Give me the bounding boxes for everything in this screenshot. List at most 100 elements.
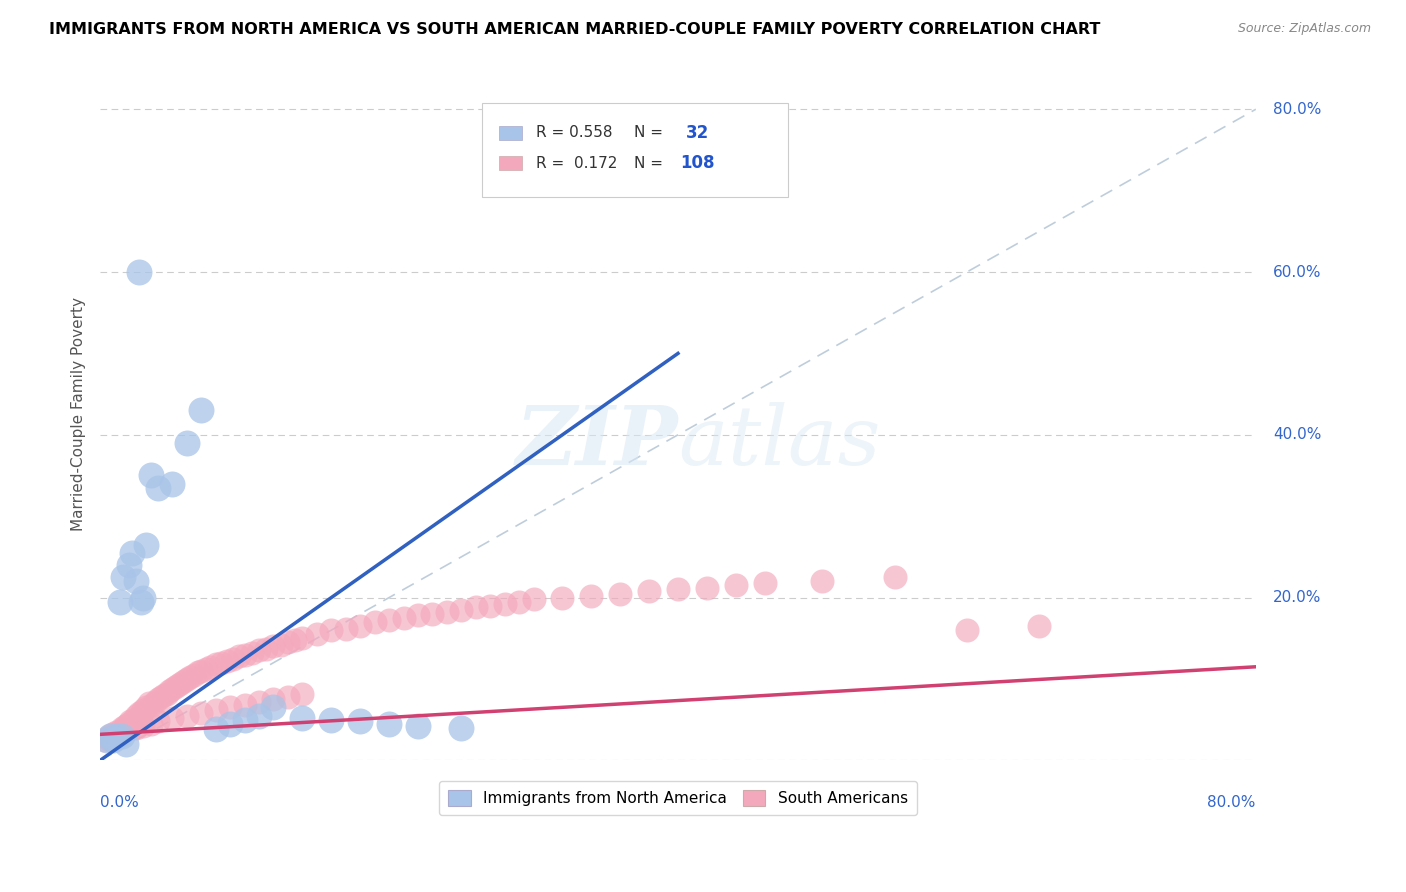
Point bbox=[135, 700, 157, 714]
Point bbox=[98, 729, 121, 743]
Point bbox=[128, 265, 150, 279]
Point bbox=[233, 648, 256, 662]
Point bbox=[117, 716, 139, 731]
Point bbox=[240, 646, 263, 660]
Point bbox=[176, 672, 198, 686]
Point bbox=[1028, 619, 1050, 633]
Point bbox=[107, 727, 129, 741]
Text: R = 0.558: R = 0.558 bbox=[536, 126, 613, 140]
Point bbox=[247, 708, 270, 723]
Point bbox=[494, 597, 516, 611]
Text: Source: ZipAtlas.com: Source: ZipAtlas.com bbox=[1237, 22, 1371, 36]
Point bbox=[450, 603, 472, 617]
Point bbox=[187, 665, 209, 680]
Point bbox=[149, 690, 172, 704]
Point bbox=[349, 714, 371, 729]
Point bbox=[107, 727, 129, 741]
Text: 40.0%: 40.0% bbox=[1274, 427, 1322, 442]
Point bbox=[143, 695, 166, 709]
Point bbox=[173, 673, 195, 688]
Point bbox=[162, 681, 184, 696]
Text: IMMIGRANTS FROM NORTH AMERICA VS SOUTH AMERICAN MARRIED-COUPLE FAMILY POVERTY CO: IMMIGRANTS FROM NORTH AMERICA VS SOUTH A… bbox=[49, 22, 1101, 37]
Point bbox=[146, 714, 169, 729]
Point bbox=[194, 662, 217, 676]
Point bbox=[101, 733, 124, 747]
Point bbox=[436, 605, 458, 619]
Point bbox=[122, 713, 145, 727]
Point bbox=[132, 719, 155, 733]
Point bbox=[165, 680, 187, 694]
Point bbox=[121, 546, 143, 560]
Point bbox=[96, 731, 118, 745]
Point bbox=[638, 584, 661, 599]
Point bbox=[129, 595, 152, 609]
Point bbox=[508, 595, 530, 609]
Point bbox=[101, 731, 124, 745]
Point bbox=[609, 586, 631, 600]
Point bbox=[883, 570, 905, 584]
Point bbox=[176, 436, 198, 450]
Point bbox=[247, 643, 270, 657]
Point bbox=[247, 695, 270, 709]
Point bbox=[321, 623, 343, 637]
Text: 80.0%: 80.0% bbox=[1208, 795, 1256, 810]
Point bbox=[139, 716, 162, 731]
Y-axis label: Married-Couple Family Poverty: Married-Couple Family Poverty bbox=[72, 297, 86, 532]
Point bbox=[204, 723, 226, 737]
Point bbox=[128, 706, 150, 721]
Point bbox=[263, 692, 285, 706]
Point bbox=[132, 591, 155, 605]
Point bbox=[152, 688, 174, 702]
Point bbox=[170, 676, 193, 690]
Text: 0.0%: 0.0% bbox=[100, 795, 139, 810]
Point bbox=[155, 687, 177, 701]
Text: 32: 32 bbox=[686, 124, 710, 142]
Point bbox=[270, 638, 292, 652]
Point bbox=[100, 731, 122, 745]
Text: ZIP: ZIP bbox=[516, 402, 678, 483]
Point bbox=[479, 599, 502, 613]
Point bbox=[811, 574, 834, 589]
Point bbox=[183, 668, 205, 682]
Point bbox=[125, 574, 148, 589]
Point bbox=[112, 725, 135, 739]
FancyBboxPatch shape bbox=[499, 156, 522, 170]
Point bbox=[176, 708, 198, 723]
Point bbox=[581, 589, 603, 603]
Point bbox=[291, 711, 314, 725]
Point bbox=[204, 657, 226, 672]
Point bbox=[159, 684, 181, 698]
Point bbox=[198, 660, 221, 674]
Point bbox=[120, 714, 142, 729]
Point bbox=[139, 468, 162, 483]
Point bbox=[190, 706, 212, 721]
Point bbox=[107, 729, 129, 743]
Point bbox=[291, 632, 314, 646]
Point bbox=[406, 608, 429, 623]
Point bbox=[277, 690, 299, 704]
Text: 108: 108 bbox=[681, 154, 714, 172]
Point bbox=[96, 733, 118, 747]
Point bbox=[233, 713, 256, 727]
Point bbox=[378, 613, 401, 627]
Point bbox=[335, 622, 357, 636]
FancyBboxPatch shape bbox=[481, 103, 787, 196]
Point bbox=[162, 711, 184, 725]
Point bbox=[132, 703, 155, 717]
Point bbox=[167, 678, 190, 692]
Point bbox=[118, 723, 141, 737]
Point bbox=[254, 641, 277, 656]
Point bbox=[956, 623, 979, 637]
Text: 80.0%: 80.0% bbox=[1274, 102, 1322, 117]
Point bbox=[321, 713, 343, 727]
Point bbox=[305, 627, 328, 641]
Point bbox=[129, 708, 152, 723]
Point bbox=[141, 698, 163, 712]
Point bbox=[378, 716, 401, 731]
Point bbox=[392, 611, 415, 625]
Point bbox=[464, 600, 486, 615]
Point bbox=[162, 476, 184, 491]
Point bbox=[233, 698, 256, 712]
Point bbox=[284, 632, 307, 647]
Text: atlas: atlas bbox=[678, 402, 880, 483]
